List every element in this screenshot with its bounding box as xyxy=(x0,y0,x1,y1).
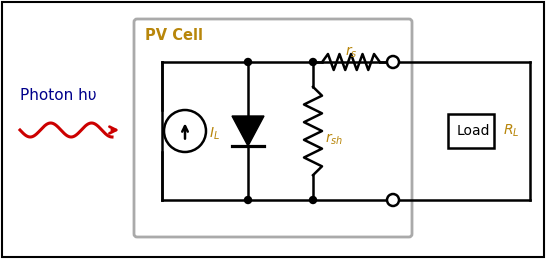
Text: $R_L$: $R_L$ xyxy=(503,123,519,139)
Polygon shape xyxy=(232,116,264,146)
Circle shape xyxy=(387,56,399,68)
Circle shape xyxy=(310,197,317,204)
FancyBboxPatch shape xyxy=(134,19,412,237)
Circle shape xyxy=(245,197,252,204)
Circle shape xyxy=(245,59,252,66)
Circle shape xyxy=(310,59,317,66)
Bar xyxy=(448,114,494,148)
Text: Photon hυ: Photon hυ xyxy=(20,88,97,103)
Text: PV Cell: PV Cell xyxy=(145,28,203,44)
Circle shape xyxy=(387,194,399,206)
Text: $r_{sh}$: $r_{sh}$ xyxy=(325,131,343,147)
Text: $r_s$: $r_s$ xyxy=(345,44,357,60)
Text: $I_L$: $I_L$ xyxy=(209,126,220,142)
Text: Load: Load xyxy=(456,124,490,138)
Circle shape xyxy=(164,110,206,152)
